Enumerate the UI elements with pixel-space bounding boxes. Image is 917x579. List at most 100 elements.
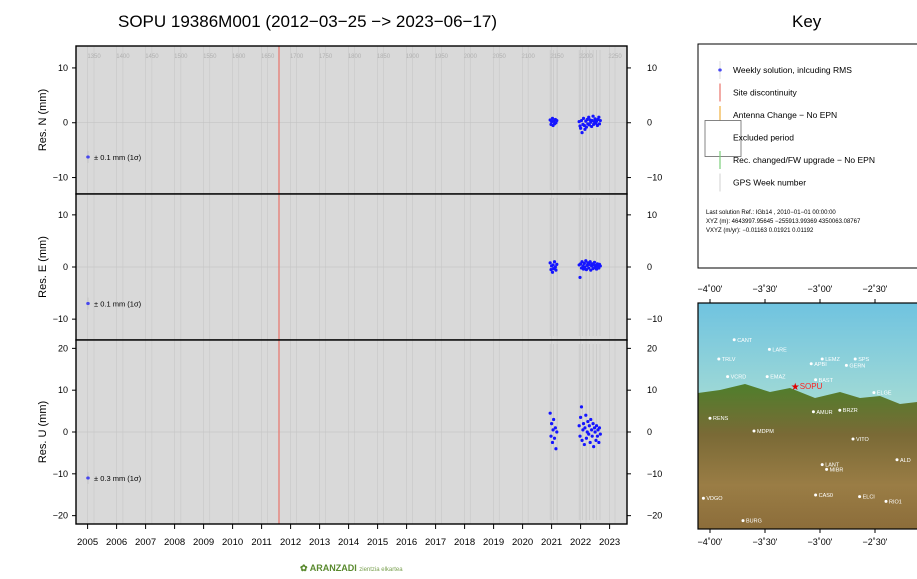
xtick-label: 2021	[541, 537, 562, 548]
data-point	[584, 125, 589, 129]
gps-week-label: 1800	[348, 54, 362, 60]
data-point	[587, 432, 591, 436]
ytick-label: 10	[58, 63, 68, 73]
data-point	[594, 424, 599, 428]
scale-label: ± 0.1 mm (1σ)	[94, 153, 142, 162]
data-point	[548, 411, 552, 415]
station-label: MIBR	[830, 467, 844, 473]
xtick-label: 2006	[106, 537, 127, 548]
gps-week-label: 1650	[261, 54, 275, 60]
data-point	[587, 424, 591, 428]
data-point	[589, 417, 593, 422]
data-point	[578, 434, 582, 438]
station-marker	[767, 347, 771, 351]
ytick-label: 0	[63, 262, 68, 272]
gps-week-label: 2050	[493, 54, 507, 60]
data-point	[579, 118, 584, 123]
station-marker	[820, 357, 824, 361]
data-point	[548, 261, 552, 265]
key-item-label: Antenna Change − No EPN	[733, 110, 837, 120]
station-label: APBI	[814, 362, 827, 368]
data-point	[549, 268, 553, 272]
xtick-label: 2023	[599, 537, 620, 548]
map-land	[698, 384, 917, 529]
gps-week-label: 1700	[290, 54, 304, 60]
station-marker	[820, 463, 824, 467]
data-point	[592, 445, 596, 449]
ytick-label: 10	[58, 210, 68, 220]
station-marker	[872, 391, 876, 395]
data-point	[550, 270, 555, 274]
data-point	[592, 260, 597, 264]
data-point	[579, 405, 584, 409]
aranzadi-logo: ✿ ARANZADI zientzia elkartea	[300, 563, 403, 574]
station-marker	[814, 493, 818, 497]
ytick-label: 0	[647, 262, 652, 272]
data-point	[593, 430, 597, 434]
map-lon-label-top: −2˚30'	[863, 284, 888, 294]
xtick-label: 2016	[396, 537, 417, 548]
ytick-label: 10	[647, 385, 657, 395]
map-lon-label-top: −3˚00'	[808, 284, 833, 294]
station-marker	[732, 338, 736, 342]
data-point	[550, 116, 555, 120]
data-point	[578, 275, 582, 280]
data-point	[583, 265, 587, 269]
ytick-label: 10	[58, 385, 68, 395]
station-marker	[809, 362, 813, 366]
xtick-label: 2013	[309, 537, 330, 548]
data-point	[598, 432, 602, 436]
station-marker	[884, 499, 888, 503]
station-label: GERN	[849, 363, 865, 369]
ytick-label: −20	[647, 511, 662, 521]
data-point	[554, 268, 558, 272]
data-point	[582, 261, 586, 265]
data-point	[598, 118, 602, 123]
ytick-label: −10	[647, 314, 662, 324]
gps-week-label: 1500	[174, 54, 188, 60]
key-item-label: Excluded period	[733, 133, 794, 143]
data-point	[595, 434, 600, 438]
data-point	[553, 426, 557, 430]
data-point	[550, 422, 554, 426]
sopu-star-icon: ★	[791, 382, 800, 393]
map-lon-label-top: −4˚00'	[698, 284, 723, 294]
data-point	[581, 422, 586, 426]
data-point	[590, 428, 594, 432]
xtick-label: 2015	[367, 537, 388, 548]
panel-background	[76, 46, 627, 194]
station-label: RENS	[713, 416, 729, 422]
xtick-label: 2019	[483, 537, 504, 548]
station-marker	[838, 408, 842, 412]
data-point	[551, 428, 555, 432]
panel-east: ± 0.1 mm (1σ) −10 −10 0 0 10 10 Res. E (mm)	[37, 193, 662, 341]
data-point	[588, 260, 592, 264]
data-point	[552, 436, 557, 440]
data-point	[597, 115, 601, 119]
data-point	[590, 434, 594, 438]
station-marker	[717, 357, 721, 361]
gps-week-label: 1550	[203, 54, 217, 60]
gps-week-label: 1400	[116, 54, 130, 60]
data-point	[554, 447, 558, 451]
xtick-label: 2022	[570, 537, 591, 548]
map-frame	[697, 302, 917, 530]
data-point	[583, 426, 587, 430]
xtick-label: 2012	[280, 537, 301, 548]
data-point	[584, 259, 588, 263]
station-marker	[814, 378, 818, 382]
gps-week-label: 2200	[579, 54, 593, 60]
xtick-label: 2014	[338, 537, 359, 548]
data-point	[577, 424, 581, 428]
gps-week-label: 1350	[87, 54, 101, 60]
logo-leaf-icon: ✿	[300, 563, 308, 573]
station-label: TRLV	[722, 357, 736, 363]
ytick-label: −10	[53, 173, 68, 183]
y-axis-label: Res. U (mm)	[37, 401, 49, 463]
map-lon-label-bottom: −2˚30'	[863, 537, 888, 547]
xtick-label: 2018	[454, 537, 475, 548]
station-label: VDGO	[706, 496, 723, 502]
station-label: LEMZ	[825, 357, 840, 363]
xtick-label: 2017	[425, 537, 446, 548]
